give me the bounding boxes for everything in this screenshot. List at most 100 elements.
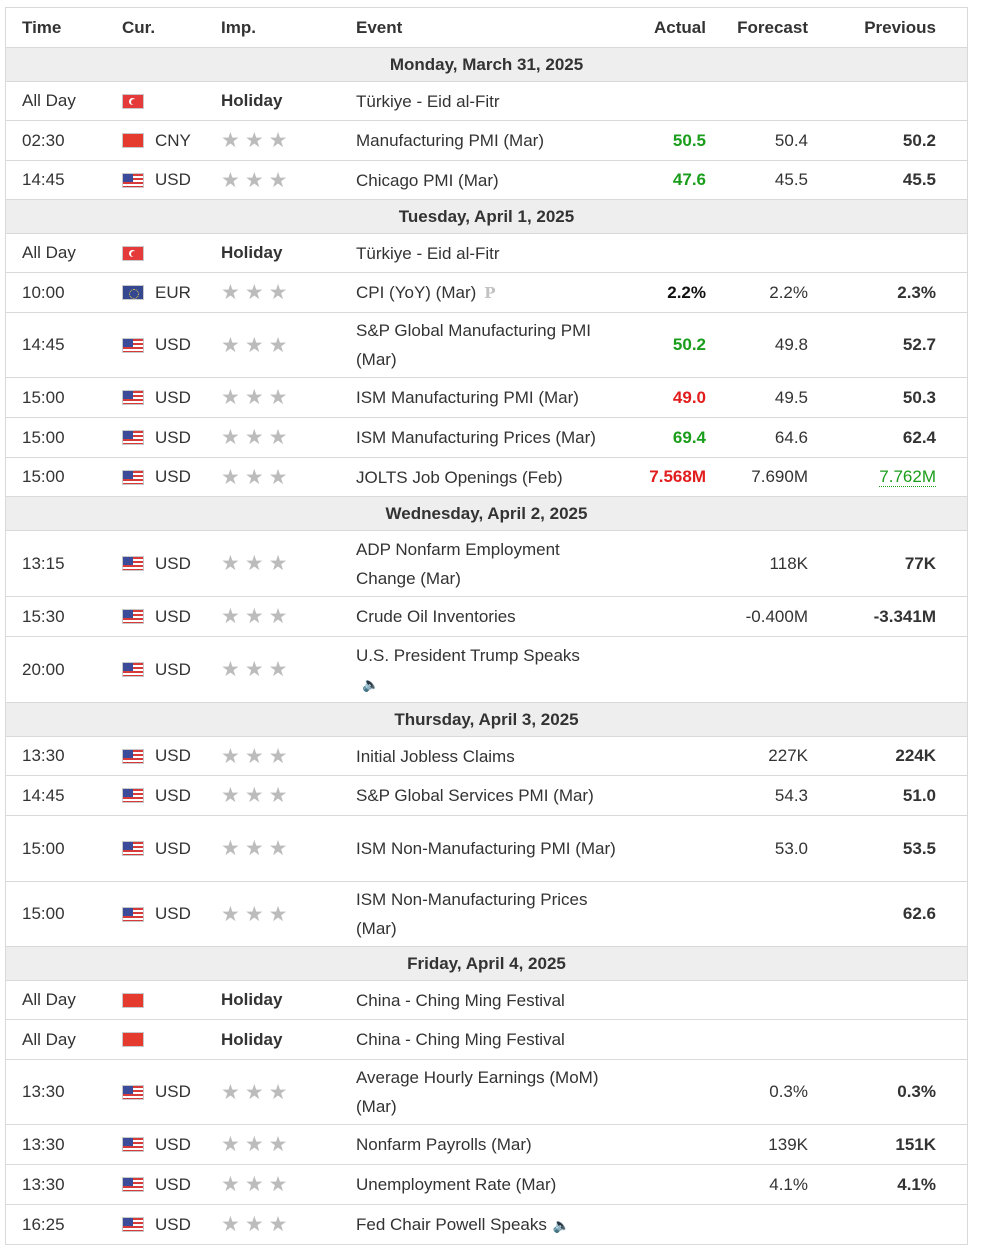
table-row[interactable]: 02:30 CNY ★ ★ ★ Manufacturing PMI (Mar) 50.5 50… [6, 121, 967, 161]
star-icon: ★ [221, 784, 240, 807]
table-row[interactable]: 13:30 USD ★ ★ ★ Average Hourly Earnings (MoM)… [6, 1060, 967, 1125]
event-name-text[interactable]: Türkiye - Eid al-Fitr [356, 91, 500, 111]
table-row[interactable]: All Day Holiday China - Ching Ming Festiva… [6, 981, 967, 1020]
event-name[interactable]: Chicago PMI (Mar) [341, 166, 618, 195]
star-icon: ★ [244, 605, 264, 628]
currency-code: USD [155, 553, 191, 573]
currency-code: USD [155, 1214, 191, 1234]
star-icon: ★ [221, 129, 240, 152]
day-header: Thursday, April 3, 2025 [6, 703, 967, 737]
event-name-text[interactable]: S&P Global Services PMI (Mar) [356, 786, 594, 805]
event-name-text[interactable]: China - Ching Ming Festival [356, 990, 565, 1010]
event-name-text[interactable]: China - Ching Ming Festival [356, 1030, 565, 1049]
event-name-text[interactable]: Nonfarm Payrolls (Mar) [356, 1135, 532, 1154]
table-row[interactable]: 14:45 USD ★ ★ ★ S&P Global Services PMI (Mar)… [6, 776, 967, 816]
event-time: All Day [22, 243, 76, 262]
event-name-text[interactable]: Initial Jobless Claims [356, 746, 515, 766]
star-icon: ★ [221, 1213, 240, 1236]
table-row[interactable]: 13:30 USD ★ ★ ★ Nonfarm Payrolls (Mar) 139K 151… [6, 1125, 967, 1165]
table-row[interactable]: 15:00 USD ★ ★ ★ ISM Manufacturing Prices (Mar… [6, 418, 967, 458]
table-row[interactable]: All Day Holiday Türkiye - Eid al-Fitr [6, 82, 967, 121]
event-name-text[interactable]: ADP Nonfarm Employment Change (Mar) [356, 539, 560, 588]
header-time[interactable]: Time [22, 17, 62, 37]
event-name-text[interactable]: ISM Manufacturing PMI (Mar) [356, 388, 579, 407]
table-row[interactable]: 15:00 USD ★ ★ ★ ISM Non-Manufacturing Prices … [6, 882, 967, 947]
event-name[interactable]: S&P Global Services PMI (Mar) [341, 781, 618, 810]
table-row[interactable]: 10:00 EUR ★ ★ ★ CPI (YoY) (Mar) P 2.2% 2.2% 2.3% [6, 273, 967, 313]
header-forecast[interactable]: Forecast [737, 17, 808, 37]
event-name[interactable]: Average Hourly Earnings (MoM) (Mar) [341, 1063, 618, 1121]
event-name[interactable]: ISM Non-Manufacturing Prices (Mar) [341, 885, 618, 943]
star-icon: ★ [244, 465, 264, 489]
star-icon: ★ [268, 386, 288, 409]
event-actual: 69.4 [618, 428, 706, 448]
star-icon: ★ [221, 281, 240, 304]
header-previous[interactable]: Previous [864, 17, 936, 37]
us-flag-icon [122, 556, 144, 571]
table-row[interactable]: 15:00 USD ★ ★ ★ JOLTS Job Openings (Feb) 7.568… [6, 458, 967, 497]
event-name[interactable]: Nonfarm Payrolls (Mar) [341, 1130, 618, 1159]
event-name[interactable]: U.S. President Trump Speaks 🔈 [341, 642, 618, 698]
table-row[interactable]: 13:30 USD ★ ★ ★ Unemployment Rate (Mar) 4.1% 4.… [6, 1165, 967, 1205]
event-name[interactable]: ISM Manufacturing PMI (Mar) [341, 383, 618, 412]
table-row[interactable]: 13:30 USD ★ ★ ★ Initial Jobless Claims 227K 224… [6, 737, 967, 776]
event-name[interactable]: Manufacturing PMI (Mar) [341, 126, 618, 155]
table-row[interactable]: 15:00 USD ★ ★ ★ ISM Non-Manufacturing PMI (Ma… [6, 816, 967, 882]
event-name[interactable]: Crude Oil Inventories [341, 602, 618, 631]
table-row[interactable]: 15:00 USD ★ ★ ★ ISM Manufacturing PMI (Mar) 49… [6, 378, 967, 418]
event-name[interactable]: JOLTS Job Openings (Feb) [341, 463, 618, 492]
event-name-text[interactable]: ISM Non-Manufacturing PMI (Mar) [356, 839, 616, 858]
event-forecast: 139K [768, 1134, 808, 1154]
event-name[interactable]: China - Ching Ming Festival [341, 1025, 618, 1054]
event-name[interactable]: Türkiye - Eid al-Fitr [341, 239, 618, 268]
table-row[interactable]: All Day Holiday China - Ching Ming Festiva… [6, 1020, 967, 1060]
header-actual[interactable]: Actual [654, 17, 706, 37]
event-name[interactable]: Initial Jobless Claims [341, 742, 618, 771]
event-name-text[interactable]: Fed Chair Powell Speaks [356, 1214, 547, 1234]
header-currency[interactable]: Cur. [122, 17, 156, 37]
event-time: 15:00 [22, 387, 65, 407]
table-row[interactable]: 14:45 USD ★ ★ ★ Chicago PMI (Mar) 47.6 45.5 45.5 [6, 161, 967, 200]
table-row[interactable]: 13:15 USD ★ ★ ★ ADP Nonfarm Employment Change… [6, 531, 967, 597]
previous-value: 224K [895, 746, 936, 765]
speaker-icon[interactable]: 🔈 [552, 1216, 571, 1233]
event-name[interactable]: ADP Nonfarm Employment Change (Mar) [341, 535, 618, 593]
event-name[interactable]: ISM Manufacturing Prices (Mar) [341, 423, 618, 452]
header-importance[interactable]: Imp. [221, 17, 256, 37]
header-event[interactable]: Event [356, 18, 403, 37]
event-name-text[interactable]: Average Hourly Earnings (MoM) (Mar) [356, 1068, 599, 1116]
event-name[interactable]: Fed Chair Powell Speaks 🔈 [341, 1210, 618, 1240]
speaker-icon[interactable]: 🔈 [362, 675, 380, 692]
event-name-text[interactable]: U.S. President Trump Speaks [356, 645, 580, 665]
event-name-text[interactable]: Türkiye - Eid al-Fitr [356, 243, 500, 263]
event-time: 16:25 [22, 1214, 65, 1234]
star-icon: ★ [244, 902, 264, 926]
table-row[interactable]: 20:00 USD ★ ★ ★ U.S. President Trump Speaks 🔈 [6, 637, 967, 703]
event-name[interactable]: S&P Global Manufacturing PMI (Mar) [341, 316, 618, 374]
event-name-text[interactable]: Unemployment Rate (Mar) [356, 1175, 557, 1194]
event-name[interactable]: Türkiye - Eid al-Fitr [341, 87, 618, 116]
calendar-header: Time Cur. Imp. Event Actual Forecast Pre… [6, 8, 967, 48]
event-name-text[interactable]: CPI (YoY) (Mar) [356, 282, 477, 302]
event-name-text[interactable]: S&P Global Manufacturing PMI (Mar) [356, 321, 591, 369]
event-importance: ★ ★ ★ [205, 1212, 341, 1237]
event-forecast: 7.690M [751, 467, 808, 486]
event-name[interactable]: ISM Non-Manufacturing PMI (Mar) [341, 834, 618, 863]
event-name-text[interactable]: Manufacturing PMI (Mar) [356, 131, 544, 150]
event-forecast: 50.4 [774, 130, 808, 150]
table-row[interactable]: All Day Holiday Türkiye - Eid al-Fitr [6, 234, 967, 273]
event-name-text[interactable]: Chicago PMI (Mar) [356, 170, 499, 190]
table-row[interactable]: 14:45 USD ★ ★ ★ S&P Global Manufacturing PMI … [6, 313, 967, 378]
event-name-text[interactable]: ISM Non-Manufacturing Prices (Mar) [356, 890, 588, 938]
event-name-text[interactable]: JOLTS Job Openings (Feb) [356, 467, 563, 487]
table-row[interactable]: 16:25 USD ★ ★ ★ Fed Chair Powell Speaks 🔈 [6, 1205, 967, 1245]
event-previous: 51.0 [808, 786, 936, 806]
event-name-text[interactable]: Crude Oil Inventories [356, 607, 516, 626]
currency-code: USD [155, 746, 191, 765]
event-name[interactable]: CPI (YoY) (Mar) P [341, 278, 618, 308]
star-icon: ★ [244, 658, 264, 681]
event-name[interactable]: China - Ching Ming Festival [341, 986, 618, 1015]
event-name-text[interactable]: ISM Manufacturing Prices (Mar) [356, 428, 596, 447]
event-name[interactable]: Unemployment Rate (Mar) [341, 1170, 618, 1199]
table-row[interactable]: 15:30 USD ★ ★ ★ Crude Oil Inventories -0.400M -… [6, 597, 967, 637]
